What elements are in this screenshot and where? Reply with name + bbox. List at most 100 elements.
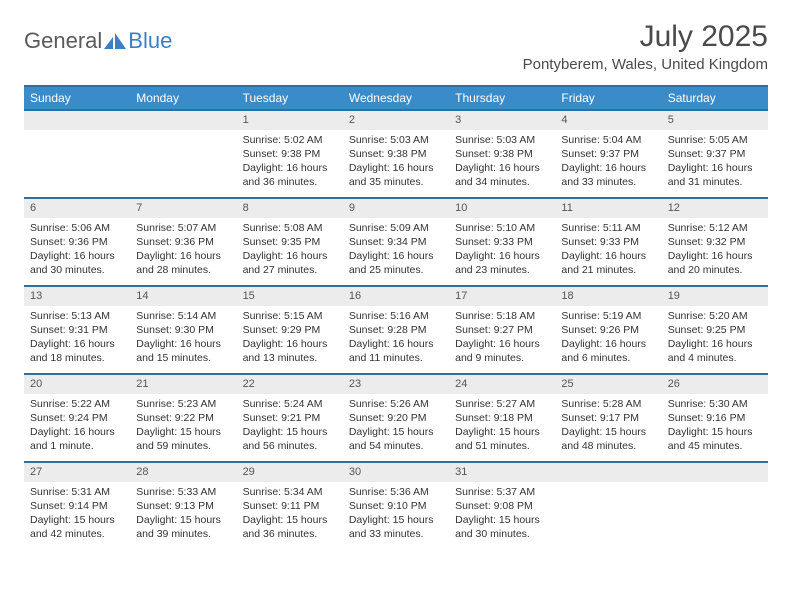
day-number: 15 [237, 287, 343, 306]
sunrise-text: Sunrise: 5:26 AM [349, 397, 443, 411]
sunset-text: Sunset: 9:36 PM [136, 235, 230, 249]
header: General Blue July 2025 Pontyberem, Wales… [24, 20, 768, 73]
sunrise-text: Sunrise: 5:16 AM [349, 309, 443, 323]
week-row: 13Sunrise: 5:13 AMSunset: 9:31 PMDayligh… [24, 285, 768, 373]
day-details: Sunrise: 5:11 AMSunset: 9:33 PMDaylight:… [555, 221, 661, 278]
day-details: Sunrise: 5:36 AMSunset: 9:10 PMDaylight:… [343, 485, 449, 542]
day-number: 31 [449, 463, 555, 482]
week-row: 27 Sunrise: 5:31 AMSunset: 9:14 PMDayligh… [24, 461, 768, 549]
daylight-text: Daylight: 16 hours and 15 minutes. [136, 337, 230, 365]
sunset-text: Sunset: 9:33 PM [561, 235, 655, 249]
daylight-text: Daylight: 15 hours and 59 minutes. [136, 425, 230, 453]
sunrise-text: Sunrise: 5:14 AM [136, 309, 230, 323]
day-number: 2 [343, 111, 449, 130]
sunset-text: Sunset: 9:38 PM [455, 147, 549, 161]
day-cell: 3 Sunrise: 5:03 AMSunset: 9:38 PMDaylight… [449, 111, 555, 197]
weekday-header-row: Sunday Monday Tuesday Wednesday Thursday… [24, 85, 768, 109]
day-cell [24, 111, 130, 197]
sunrise-text: Sunrise: 5:03 AM [455, 133, 549, 147]
sunrise-text: Sunrise: 5:28 AM [561, 397, 655, 411]
day-cell: 31Sunrise: 5:37 AMSunset: 9:08 PMDayligh… [449, 463, 555, 549]
day-number [662, 463, 768, 482]
day-details: Sunrise: 5:04 AMSunset: 9:37 PMDaylight:… [555, 133, 661, 190]
daylight-text: Daylight: 15 hours and 56 minutes. [243, 425, 337, 453]
sunrise-text: Sunrise: 5:27 AM [455, 397, 549, 411]
day-cell: 24Sunrise: 5:27 AMSunset: 9:18 PMDayligh… [449, 375, 555, 461]
day-number: 1 [237, 111, 343, 130]
day-cell: 7Sunrise: 5:07 AMSunset: 9:36 PMDaylight… [130, 199, 236, 285]
day-number: 29 [237, 463, 343, 482]
day-number: 12 [662, 199, 768, 218]
day-number: 13 [24, 287, 130, 306]
day-number: 3 [449, 111, 555, 130]
daylight-text: Daylight: 16 hours and 30 minutes. [30, 249, 124, 277]
daylight-text: Daylight: 16 hours and 23 minutes. [455, 249, 549, 277]
sunset-text: Sunset: 9:25 PM [668, 323, 762, 337]
daylight-text: Daylight: 16 hours and 4 minutes. [668, 337, 762, 365]
logo: General Blue [24, 28, 172, 54]
day-details: Sunrise: 5:06 AMSunset: 9:36 PMDaylight:… [24, 221, 130, 278]
day-details: Sunrise: 5:34 AMSunset: 9:11 PMDaylight:… [237, 485, 343, 542]
sail-icon [104, 33, 126, 49]
logo-word2: Blue [128, 28, 172, 54]
day-cell: 10 Sunrise: 5:10 AMSunset: 9:33 PMDayligh… [449, 199, 555, 285]
day-number [555, 463, 661, 482]
sunset-text: Sunset: 9:38 PM [349, 147, 443, 161]
day-details: Sunrise: 5:03 AMSunset: 9:38 PMDaylight:… [449, 133, 555, 190]
day-number: 7 [130, 199, 236, 218]
sunset-text: Sunset: 9:10 PM [349, 499, 443, 513]
sunrise-text: Sunrise: 5:05 AM [668, 133, 762, 147]
day-details: Sunrise: 5:31 AMSunset: 9:14 PMDaylight:… [24, 485, 130, 542]
sunrise-text: Sunrise: 5:12 AM [668, 221, 762, 235]
daylight-text: Daylight: 16 hours and 6 minutes. [561, 337, 655, 365]
day-number: 10 [449, 199, 555, 218]
day-number: 14 [130, 287, 236, 306]
day-number: 27 [24, 463, 130, 482]
sunset-text: Sunset: 9:08 PM [455, 499, 549, 513]
daylight-text: Daylight: 15 hours and 33 minutes. [349, 513, 443, 541]
daylight-text: Daylight: 16 hours and 11 minutes. [349, 337, 443, 365]
week-row: 1Sunrise: 5:02 AMSunset: 9:38 PMDaylight… [24, 109, 768, 197]
weekday-label: Tuesday [237, 87, 343, 109]
day-details: Sunrise: 5:12 AMSunset: 9:32 PMDaylight:… [662, 221, 768, 278]
day-details: Sunrise: 5:10 AMSunset: 9:33 PMDaylight:… [449, 221, 555, 278]
day-cell: 8Sunrise: 5:08 AMSunset: 9:35 PMDaylight… [237, 199, 343, 285]
day-details: Sunrise: 5:30 AMSunset: 9:16 PMDaylight:… [662, 397, 768, 454]
day-cell: 17Sunrise: 5:18 AMSunset: 9:27 PMDayligh… [449, 287, 555, 373]
sunset-text: Sunset: 9:34 PM [349, 235, 443, 249]
day-number: 4 [555, 111, 661, 130]
weekday-label: Wednesday [343, 87, 449, 109]
day-cell: 21Sunrise: 5:23 AMSunset: 9:22 PMDayligh… [130, 375, 236, 461]
daylight-text: Daylight: 16 hours and 36 minutes. [243, 161, 337, 189]
day-number: 8 [237, 199, 343, 218]
sunset-text: Sunset: 9:33 PM [455, 235, 549, 249]
day-number: 17 [449, 287, 555, 306]
day-number: 18 [555, 287, 661, 306]
sunset-text: Sunset: 9:18 PM [455, 411, 549, 425]
daylight-text: Daylight: 15 hours and 54 minutes. [349, 425, 443, 453]
day-cell: 22Sunrise: 5:24 AMSunset: 9:21 PMDayligh… [237, 375, 343, 461]
daylight-text: Daylight: 16 hours and 34 minutes. [455, 161, 549, 189]
daylight-text: Daylight: 16 hours and 13 minutes. [243, 337, 337, 365]
daylight-text: Daylight: 15 hours and 51 minutes. [455, 425, 549, 453]
sunrise-text: Sunrise: 5:10 AM [455, 221, 549, 235]
sunrise-text: Sunrise: 5:13 AM [30, 309, 124, 323]
day-cell: 12 Sunrise: 5:12 AMSunset: 9:32 PMDayligh… [662, 199, 768, 285]
day-number: 20 [24, 375, 130, 394]
week-row: 20Sunrise: 5:22 AMSunset: 9:24 PMDayligh… [24, 373, 768, 461]
sunset-text: Sunset: 9:27 PM [455, 323, 549, 337]
sunrise-text: Sunrise: 5:18 AM [455, 309, 549, 323]
sunrise-text: Sunrise: 5:36 AM [349, 485, 443, 499]
daylight-text: Daylight: 16 hours and 18 minutes. [30, 337, 124, 365]
day-cell: 18Sunrise: 5:19 AMSunset: 9:26 PMDayligh… [555, 287, 661, 373]
day-cell: 27 Sunrise: 5:31 AMSunset: 9:14 PMDayligh… [24, 463, 130, 549]
sunrise-text: Sunrise: 5:33 AM [136, 485, 230, 499]
sunset-text: Sunset: 9:28 PM [349, 323, 443, 337]
day-cell: 20Sunrise: 5:22 AMSunset: 9:24 PMDayligh… [24, 375, 130, 461]
day-details: Sunrise: 5:28 AMSunset: 9:17 PMDaylight:… [555, 397, 661, 454]
day-number: 28 [130, 463, 236, 482]
sunset-text: Sunset: 9:13 PM [136, 499, 230, 513]
day-number: 5 [662, 111, 768, 130]
day-details: Sunrise: 5:24 AMSunset: 9:21 PMDaylight:… [237, 397, 343, 454]
day-number: 30 [343, 463, 449, 482]
